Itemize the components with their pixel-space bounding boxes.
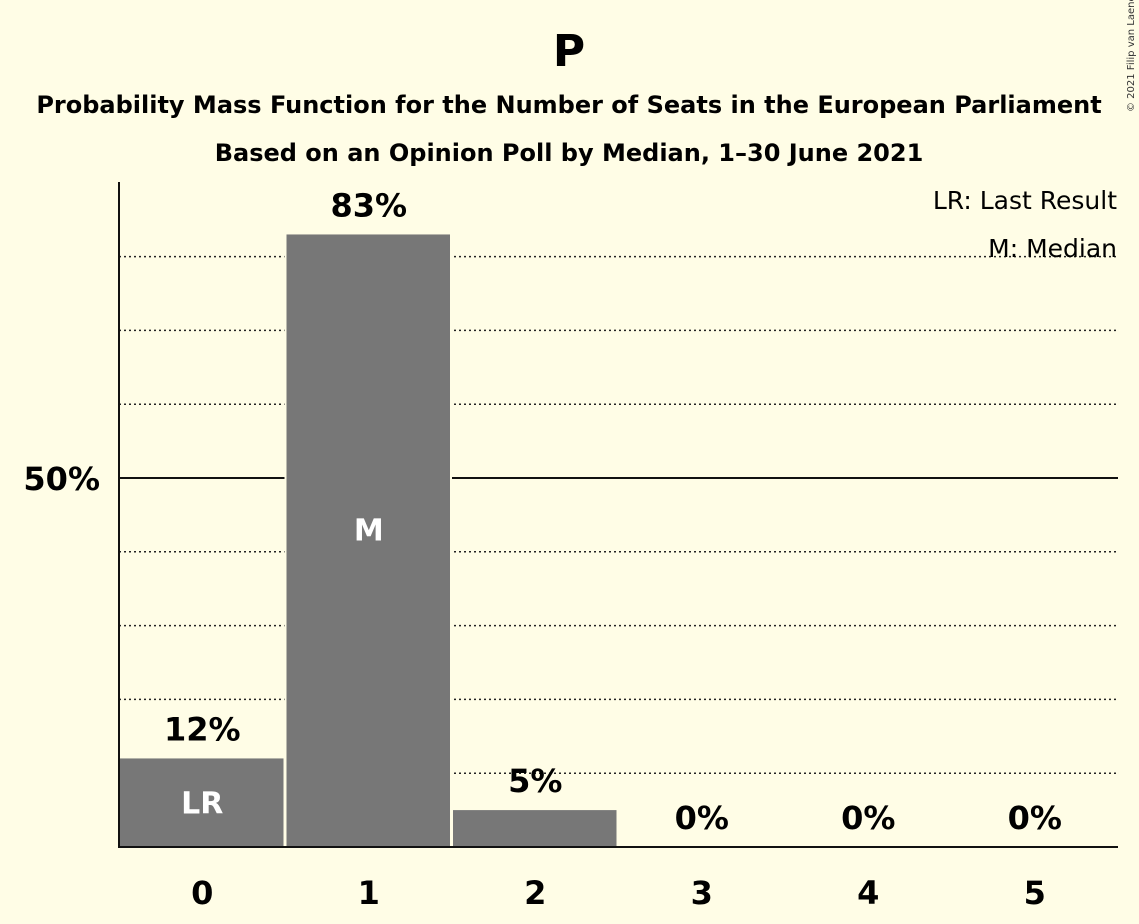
- value-label: 0%: [1008, 799, 1062, 837]
- axes: 50%: [23, 182, 1118, 848]
- chart-subtitle-line2: Based on an Opinion Poll by Median, 1–30…: [215, 139, 924, 167]
- chart-subtitle-line1: Probability Mass Function for the Number…: [36, 91, 1101, 119]
- bars: [118, 232, 619, 847]
- in-bar-label: LR: [181, 787, 223, 822]
- x-tick-label: 1: [358, 874, 380, 912]
- legend-last-result: LR: Last Result: [933, 186, 1117, 215]
- bar-labels: 12% LR 0 83% M 1 5% 2 0% 3 0% 4 0% 5: [164, 186, 1062, 912]
- y-tick-label: 50%: [23, 460, 100, 498]
- value-label: 0%: [675, 799, 729, 837]
- x-tick-label: 5: [1024, 874, 1046, 912]
- x-tick-label: 4: [857, 874, 879, 912]
- bar-seat-0: [120, 758, 284, 847]
- x-tick-label: 0: [191, 874, 213, 912]
- legend-median: M: Median: [988, 234, 1117, 263]
- bar-seat-1: [286, 234, 450, 847]
- chart-title: P: [553, 26, 585, 77]
- in-bar-label: M: [354, 514, 384, 549]
- x-tick-label: 2: [524, 874, 546, 912]
- x-tick-label: 3: [691, 874, 713, 912]
- gridlines: [119, 255, 1118, 774]
- value-label: 12%: [164, 710, 241, 748]
- bar-seat-2: [453, 810, 617, 847]
- value-label: 5%: [508, 762, 562, 800]
- value-label: 0%: [841, 799, 895, 837]
- value-label: 83%: [330, 186, 407, 224]
- copyright-note: © 2021 Filip van Laenen: [1126, 0, 1137, 112]
